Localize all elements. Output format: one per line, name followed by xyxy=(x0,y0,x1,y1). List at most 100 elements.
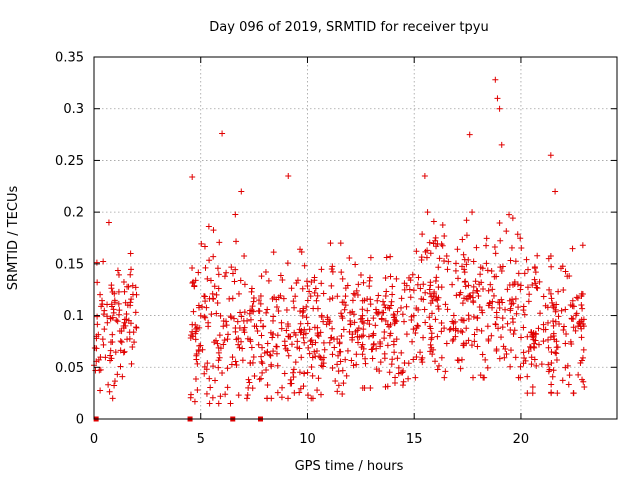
data-point xyxy=(384,304,391,311)
plot-frame xyxy=(93,56,618,420)
data-point xyxy=(275,307,282,314)
data-point xyxy=(467,293,474,300)
data-point xyxy=(120,325,127,332)
data-point xyxy=(460,251,467,258)
data-point xyxy=(205,323,212,330)
data-point xyxy=(466,131,473,138)
data-point xyxy=(106,388,113,395)
data-point xyxy=(531,276,538,283)
data-point xyxy=(360,332,367,339)
data-point xyxy=(507,257,514,264)
data-point xyxy=(482,356,489,363)
data-point xyxy=(360,279,367,286)
chart-title: Day 096 of 2019, SRMTID for receiver tpy… xyxy=(209,20,488,35)
data-point xyxy=(250,298,257,305)
data-point xyxy=(187,394,194,401)
data-point xyxy=(531,356,538,363)
data-point xyxy=(401,286,408,293)
data-point xyxy=(298,327,305,334)
data-point xyxy=(266,351,273,358)
data-point xyxy=(114,371,121,378)
data-point xyxy=(470,374,477,381)
data-point xyxy=(529,281,536,288)
data-point xyxy=(339,390,346,397)
data-point xyxy=(533,362,540,369)
data-point xyxy=(373,366,380,373)
data-point xyxy=(100,341,107,348)
data-point xyxy=(284,347,291,354)
data-point xyxy=(214,300,221,307)
data-point xyxy=(525,348,532,355)
data-point xyxy=(318,312,325,319)
data-point xyxy=(355,281,362,288)
data-point xyxy=(452,267,459,274)
data-point xyxy=(115,288,122,295)
data-point xyxy=(120,279,127,286)
data-point xyxy=(287,380,294,387)
data-point xyxy=(232,358,239,365)
data-point xyxy=(302,330,309,337)
data-point xyxy=(191,398,198,405)
data-point xyxy=(264,381,271,388)
x-tick-label: 0 xyxy=(90,432,98,447)
data-point xyxy=(124,336,131,343)
data-point xyxy=(234,318,241,325)
data-point xyxy=(391,320,398,327)
data-point xyxy=(92,367,99,374)
data-point xyxy=(563,331,570,338)
data-point xyxy=(383,254,390,261)
data-point xyxy=(415,323,422,330)
data-point xyxy=(532,280,539,287)
data-point xyxy=(306,350,313,357)
data-point xyxy=(427,250,434,257)
data-point xyxy=(264,340,271,347)
data-point xyxy=(337,240,344,247)
data-point xyxy=(548,359,555,366)
data-point xyxy=(206,257,213,264)
data-point xyxy=(577,359,584,366)
data-point xyxy=(441,258,448,265)
data-point xyxy=(326,320,333,327)
data-point xyxy=(362,360,369,367)
data-point xyxy=(392,374,399,381)
data-point xyxy=(192,336,199,343)
data-point xyxy=(290,298,297,305)
data-point xyxy=(511,279,518,286)
x-tick-label: 15 xyxy=(406,432,423,447)
y-tick-label: 0.35 xyxy=(55,51,84,66)
data-point xyxy=(428,330,435,337)
data-point xyxy=(192,330,199,337)
data-point xyxy=(562,268,569,275)
data-point xyxy=(409,271,416,278)
data-point xyxy=(254,327,261,334)
data-point xyxy=(457,289,464,296)
data-point xyxy=(348,357,355,364)
data-point xyxy=(485,336,492,343)
data-point xyxy=(123,311,130,318)
data-point xyxy=(206,400,213,407)
data-point xyxy=(496,304,503,311)
data-point xyxy=(525,298,532,305)
data-point xyxy=(455,328,462,335)
data-point xyxy=(546,286,553,293)
data-point xyxy=(283,307,290,314)
data-point xyxy=(257,300,264,307)
data-point xyxy=(104,313,111,320)
data-point xyxy=(128,360,135,367)
data-point xyxy=(111,382,118,389)
data-point xyxy=(235,392,242,399)
data-point xyxy=(419,359,426,366)
y-tick-label: 0.05 xyxy=(55,361,84,376)
data-point xyxy=(313,347,320,354)
data-point xyxy=(570,324,577,331)
data-point xyxy=(420,334,427,341)
data-point xyxy=(473,287,480,294)
data-point xyxy=(487,281,494,288)
data-point xyxy=(475,293,482,300)
data-point xyxy=(435,362,442,369)
data-point xyxy=(109,331,116,338)
data-point xyxy=(315,333,322,340)
data-point xyxy=(292,293,299,300)
data-point xyxy=(194,387,201,394)
data-point xyxy=(504,286,511,293)
